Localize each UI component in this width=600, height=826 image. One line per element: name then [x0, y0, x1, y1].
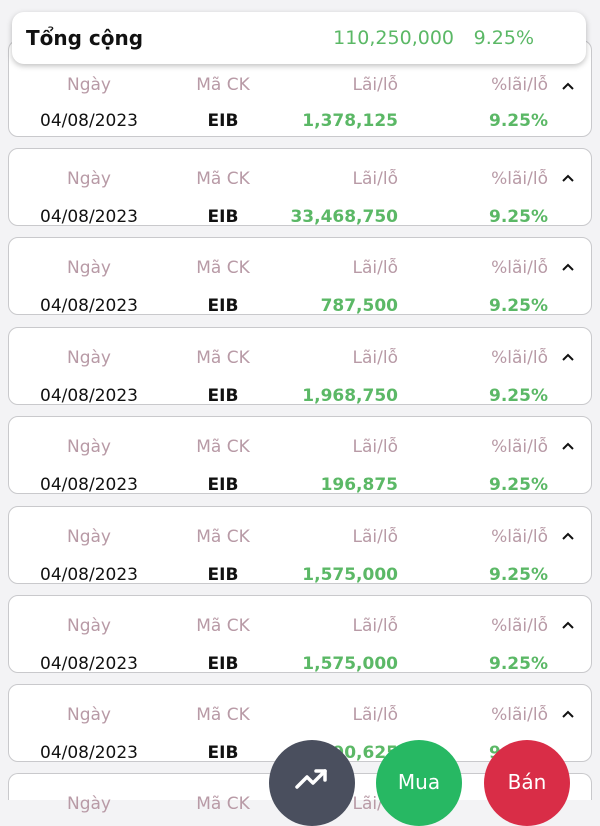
- code-header: Mã CK: [196, 75, 250, 95]
- code-header: Mã CK: [196, 616, 250, 636]
- buy-button[interactable]: Mua: [376, 740, 462, 826]
- sell-button[interactable]: Bán: [484, 740, 570, 826]
- percent-value: 9.25%: [489, 386, 548, 406]
- transaction-card[interactable]: Ngày Mã CK Lãi/lỗ %lãi/lỗ 04/08/2023 EIB…: [8, 416, 592, 495]
- profit-value: 196,875: [320, 475, 398, 495]
- transaction-card[interactable]: Ngày Mã CK Lãi/lỗ %lãi/lỗ 04/08/2023 EIB…: [8, 148, 592, 227]
- date-value: 04/08/2023: [40, 743, 138, 763]
- total-profit: 110,250,000: [333, 27, 454, 49]
- sell-label: Bán: [507, 770, 547, 794]
- transaction-card[interactable]: Ngày Mã CK Lãi/lỗ %lãi/lỗ 04/08/2023 EIB…: [8, 595, 592, 674]
- profit-header: Lãi/lỗ: [352, 258, 398, 278]
- chevron-up-icon[interactable]: [559, 77, 577, 95]
- code-header: Mã CK: [196, 258, 250, 278]
- date-header: Ngày: [67, 527, 111, 547]
- date-header: Ngày: [67, 616, 111, 636]
- transaction-card[interactable]: Ngày Mã CK Lãi/lỗ %lãi/lỗ 04/08/2023 EIB…: [8, 506, 592, 585]
- chevron-up-icon[interactable]: [559, 616, 577, 634]
- code-header: Mã CK: [196, 794, 250, 814]
- chart-button[interactable]: [269, 740, 355, 826]
- profit-value: 1,968,750: [302, 386, 398, 406]
- date-header: Ngày: [67, 437, 111, 457]
- percent-header: %lãi/lỗ: [491, 705, 548, 725]
- date-value: 04/08/2023: [40, 386, 138, 406]
- percent-header: %lãi/lỗ: [491, 75, 548, 95]
- total-percent: 9.25%: [473, 27, 534, 49]
- transaction-card[interactable]: Ngày Mã CK Lãi/lỗ %lãi/lỗ 04/08/2023 EIB…: [8, 237, 592, 316]
- date-value: 04/08/2023: [40, 475, 138, 495]
- chevron-up-icon[interactable]: [559, 527, 577, 545]
- date-header: Ngày: [67, 169, 111, 189]
- percent-header: %lãi/lỗ: [491, 348, 548, 368]
- chevron-up-icon[interactable]: [559, 705, 577, 723]
- percent-header: %lãi/lỗ: [491, 616, 548, 636]
- code-value: EIB: [207, 296, 239, 316]
- buy-label: Mua: [397, 770, 441, 794]
- percent-value: 9.25%: [489, 565, 548, 585]
- total-summary-bar: Tổng cộng 110,250,000 9.25%: [12, 12, 586, 64]
- profit-header: Lãi/lỗ: [352, 527, 398, 547]
- date-header: Ngày: [67, 705, 111, 725]
- profit-value: 1,575,000: [302, 565, 398, 585]
- profit-value: 787,500: [320, 296, 398, 316]
- date-header: Ngày: [67, 258, 111, 278]
- percent-value: 9.25%: [489, 475, 548, 495]
- code-header: Mã CK: [196, 348, 250, 368]
- date-header: Ngày: [67, 75, 111, 95]
- percent-header: %lãi/lỗ: [491, 527, 548, 547]
- profit-header: Lãi/lỗ: [352, 75, 398, 95]
- code-value: EIB: [207, 207, 239, 227]
- profit-value: 1,378,125: [302, 111, 398, 131]
- percent-value: 9.25%: [489, 296, 548, 316]
- profit-header: Lãi/lỗ: [352, 616, 398, 636]
- total-label: Tổng cộng: [26, 26, 144, 50]
- transaction-card[interactable]: Ngày Mã CK Lãi/lỗ %lãi/lỗ 04/08/2023 EIB…: [8, 327, 592, 406]
- transaction-list: Ngày Mã CK Lãi/lỗ %lãi/lỗ 04/08/2023 EIB…: [8, 40, 592, 814]
- percent-header: %lãi/lỗ: [491, 258, 548, 278]
- percent-value: 9.25%: [489, 654, 548, 674]
- code-header: Mã CK: [196, 169, 250, 189]
- code-value: EIB: [207, 386, 239, 406]
- percent-header: %lãi/lỗ: [491, 169, 548, 189]
- date-value: 04/08/2023: [40, 111, 138, 131]
- date-header: Ngày: [67, 348, 111, 368]
- percent-value: 9.25%: [489, 111, 548, 131]
- profit-header: Lãi/lỗ: [352, 169, 398, 189]
- code-value: EIB: [207, 743, 239, 763]
- chevron-up-icon[interactable]: [559, 258, 577, 276]
- date-value: 04/08/2023: [40, 654, 138, 674]
- chevron-up-icon[interactable]: [559, 348, 577, 366]
- code-value: EIB: [207, 654, 239, 674]
- profit-header: Lãi/lỗ: [352, 437, 398, 457]
- chevron-up-icon[interactable]: [559, 169, 577, 187]
- percent-value: 9.25%: [489, 207, 548, 227]
- percent-header: %lãi/lỗ: [491, 437, 548, 457]
- date-header: Ngày: [67, 794, 111, 814]
- profit-value: 1,575,000: [302, 654, 398, 674]
- profit-value: 33,468,750: [290, 207, 398, 227]
- profit-header: Lãi/lỗ: [352, 348, 398, 368]
- date-value: 04/08/2023: [40, 207, 138, 227]
- date-value: 04/08/2023: [40, 565, 138, 585]
- code-header: Mã CK: [196, 527, 250, 547]
- code-header: Mã CK: [196, 437, 250, 457]
- code-value: EIB: [207, 475, 239, 495]
- code-value: EIB: [207, 565, 239, 585]
- code-header: Mã CK: [196, 705, 250, 725]
- code-value: EIB: [207, 111, 239, 131]
- date-value: 04/08/2023: [40, 296, 138, 316]
- profit-header: Lãi/lỗ: [352, 705, 398, 725]
- trending-up-icon: [295, 769, 327, 789]
- chevron-up-icon[interactable]: [559, 437, 577, 455]
